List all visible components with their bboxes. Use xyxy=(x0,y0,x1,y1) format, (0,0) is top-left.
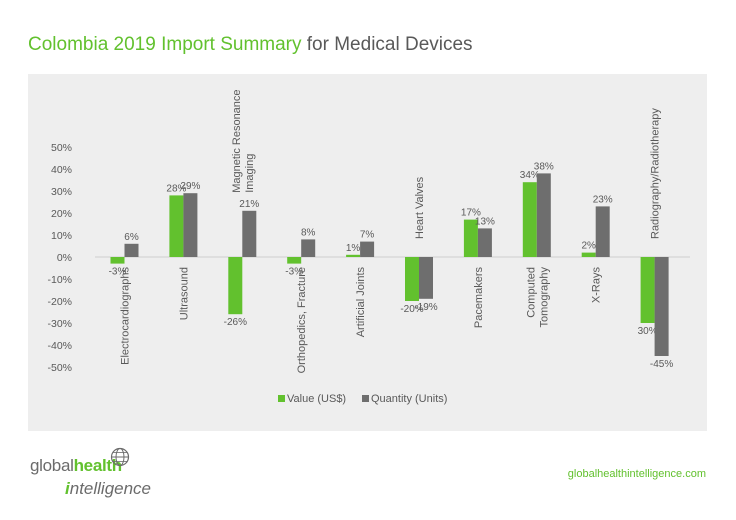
logo-word-health: health xyxy=(73,456,123,475)
data-label: 8% xyxy=(301,227,316,238)
category-label: Computed xyxy=(525,267,537,318)
category-label: Magnetic Resonance xyxy=(231,89,243,192)
logo-text-line2: intelligence xyxy=(65,479,151,499)
category-label: Pacemakers xyxy=(473,267,485,329)
globe-icon xyxy=(110,447,130,467)
bar-quantity xyxy=(595,206,610,257)
category-label: Heart Valves xyxy=(414,176,426,239)
bar-quantity xyxy=(536,173,551,257)
bar-value xyxy=(228,257,243,315)
data-label: -3% xyxy=(285,267,303,278)
bar-quantity xyxy=(124,243,139,257)
category-label: Ultrasound xyxy=(178,267,190,320)
data-label: 17% xyxy=(461,208,481,219)
logo-word-global: global xyxy=(30,456,74,475)
bar-quantity xyxy=(301,239,316,257)
data-label: -26% xyxy=(224,317,247,328)
data-label: 34% xyxy=(520,170,540,181)
y-tick-label: -40% xyxy=(47,340,72,352)
category-label: Tomography xyxy=(538,267,550,328)
website-link[interactable]: globalhealthintelligence.com xyxy=(567,468,706,480)
category-label: Orthopedics, Fracture xyxy=(296,267,308,373)
bar-value xyxy=(581,252,596,257)
legend-label: Quantity (Units) xyxy=(371,393,447,405)
logo-word-intelligence: ntelligence xyxy=(69,479,152,498)
bar-quantity xyxy=(477,228,492,257)
data-label: 30% xyxy=(638,326,658,337)
data-label: 29% xyxy=(180,181,200,192)
y-tick-label: 50% xyxy=(51,142,72,154)
data-label: 13% xyxy=(475,216,495,227)
data-label: -45% xyxy=(650,359,673,370)
bar-quantity xyxy=(242,210,257,257)
y-tick-label: -50% xyxy=(47,362,72,374)
legend-swatch xyxy=(362,395,369,402)
bar-value xyxy=(405,257,419,301)
bar-value xyxy=(522,182,537,257)
data-label: 7% xyxy=(360,230,375,241)
logo-initial-i: i xyxy=(65,479,70,498)
y-tick-label: -10% xyxy=(47,274,72,286)
category-label: X-Rays xyxy=(591,267,603,304)
y-tick-label: 20% xyxy=(51,208,72,220)
category-label: Electrocardiographs xyxy=(120,267,132,365)
bar-value xyxy=(287,257,302,264)
category-label: Imaging xyxy=(244,154,256,193)
bar-quantity xyxy=(654,257,669,356)
data-label: -20% xyxy=(400,304,423,315)
category-label: Radiography/Radiotherapy xyxy=(650,108,662,239)
data-label: -19% xyxy=(414,302,437,313)
y-tick-label: 0% xyxy=(57,252,72,264)
y-tick-label: -30% xyxy=(47,318,72,330)
bar-value xyxy=(346,254,361,257)
category-label: Artificial Joints xyxy=(355,267,367,338)
y-tick-label: 30% xyxy=(51,186,72,198)
chart-title: Colombia 2019 Import Summary for Medical… xyxy=(28,34,473,56)
y-tick-label: 10% xyxy=(51,230,72,242)
chart-title-accent: Colombia 2019 Import Summary xyxy=(28,34,302,55)
data-label: 1% xyxy=(346,243,361,254)
logo-text-line1: globalhealth xyxy=(30,456,122,476)
bar-quantity xyxy=(183,193,198,257)
bar-quantity xyxy=(360,241,375,257)
bar-value xyxy=(110,257,125,264)
data-label: 6% xyxy=(124,232,139,243)
bar-quantity xyxy=(419,257,433,299)
y-tick-label: 40% xyxy=(51,164,72,176)
bar-value xyxy=(169,195,184,257)
data-label: 38% xyxy=(534,161,554,172)
data-label: 2% xyxy=(581,241,596,252)
bar-value xyxy=(463,219,478,257)
company-logo: globalhealth intelligence xyxy=(30,447,230,511)
data-label: 21% xyxy=(239,199,259,210)
legend-swatch xyxy=(278,395,285,402)
legend-label: Value (US$) xyxy=(287,393,346,405)
bar-value xyxy=(640,257,655,323)
data-label: -3% xyxy=(109,267,127,278)
chart-title-rest: for Medical Devices xyxy=(301,34,473,55)
data-label: 23% xyxy=(593,194,613,205)
data-label: 28% xyxy=(166,183,186,194)
y-tick-label: -20% xyxy=(47,296,72,308)
